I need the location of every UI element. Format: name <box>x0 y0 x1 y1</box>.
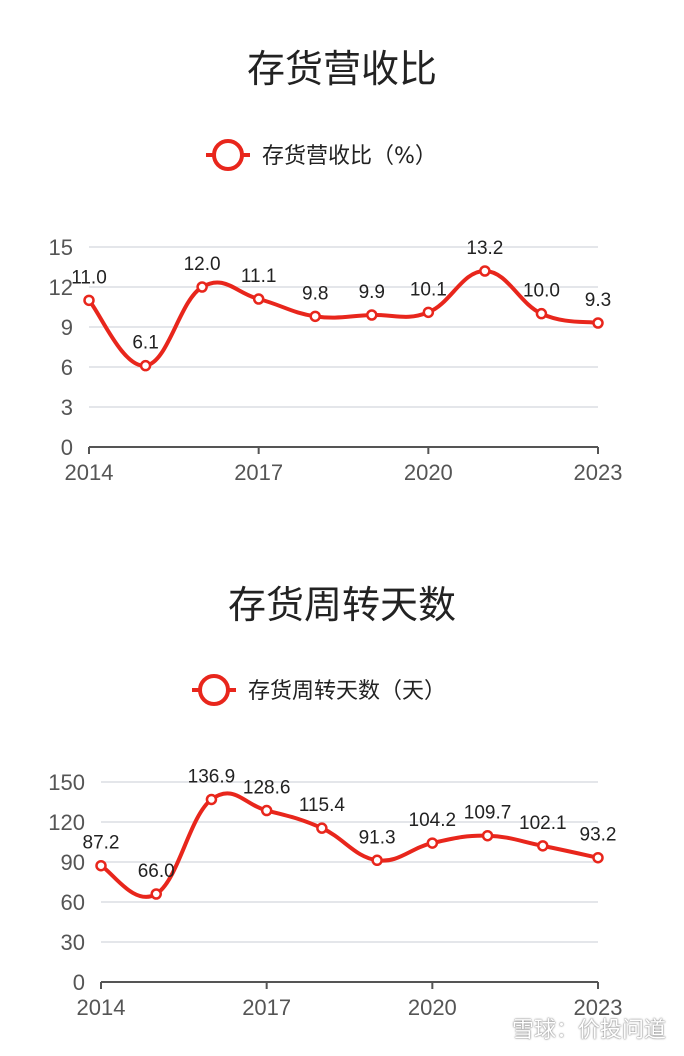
legend-label: 存货营收比（%） <box>262 144 437 169</box>
data-label: 10.0 <box>523 281 560 302</box>
data-point <box>316 822 328 834</box>
x-tick-label: 2014 <box>65 460 114 485</box>
data-label: 11.0 <box>71 267 107 288</box>
y-tick-label: 30 <box>61 930 85 955</box>
series-line <box>87 268 599 368</box>
legend: 存货周转天数（天） <box>192 674 446 706</box>
data-point <box>535 307 548 320</box>
legend-label: 存货周转天数（天） <box>248 679 446 704</box>
data-point <box>366 309 378 321</box>
data-label: 93.2 <box>580 825 617 846</box>
data-label: 11.1 <box>241 266 277 287</box>
data-point <box>481 829 494 842</box>
chart-title: 存货营收比 <box>246 47 437 91</box>
y-tick-label: 15 <box>49 235 73 260</box>
data-label: 13.2 <box>466 238 503 259</box>
data-point <box>196 281 208 293</box>
legend-marker <box>198 674 230 706</box>
y-tick-label: 0 <box>73 970 85 995</box>
y-tick-label: 60 <box>61 890 85 915</box>
data-point <box>592 851 604 864</box>
data-label: 104.2 <box>409 810 457 831</box>
data-point <box>260 804 273 817</box>
y-tick-label: 150 <box>48 770 85 795</box>
data-point <box>309 310 321 323</box>
data-point <box>422 306 435 319</box>
data-point <box>150 888 162 900</box>
data-point <box>95 859 107 872</box>
y-tick-label: 3 <box>61 395 73 420</box>
y-tick-label: 120 <box>48 810 85 835</box>
x-tick-label: 2017 <box>234 460 283 485</box>
data-point <box>83 294 95 307</box>
x-tick-label: 2017 <box>242 995 291 1020</box>
data-label: 102.1 <box>519 813 567 834</box>
y-tick-label: 9 <box>61 315 73 340</box>
data-label: 128.6 <box>243 778 291 799</box>
data-label: 91.3 <box>359 827 396 848</box>
legend: 存货营收比（%） <box>206 139 437 171</box>
data-label: 10.1 <box>410 279 447 300</box>
x-tick-label: 2023 <box>574 460 623 485</box>
x-tick-label: 2023 <box>574 995 623 1020</box>
x-tick-label: 2020 <box>408 995 457 1020</box>
data-label: 115.4 <box>299 795 346 816</box>
data-point <box>139 359 152 372</box>
legend-marker <box>212 139 244 171</box>
data-label: 136.9 <box>188 766 236 787</box>
x-tick-label: 2020 <box>404 460 453 485</box>
data-point <box>479 265 491 277</box>
series-line <box>99 791 599 899</box>
data-point <box>205 793 218 806</box>
data-label: 87.2 <box>83 833 120 854</box>
chart-title: 存货周转天数 <box>227 583 456 627</box>
y-tick-label: 6 <box>61 355 73 380</box>
data-point <box>537 840 549 852</box>
data-point <box>252 293 265 305</box>
data-label: 12.0 <box>184 254 221 275</box>
data-label: 66.0 <box>138 861 175 882</box>
data-point <box>371 854 383 867</box>
data-label: 9.3 <box>585 290 611 311</box>
y-tick-label: 0 <box>61 435 73 460</box>
watermark: 雪球：价投问道 <box>511 1017 666 1042</box>
data-label: 9.8 <box>302 283 328 304</box>
data-point <box>426 837 439 849</box>
inventory-revenue-ratio-chart: 存货营收比（%） 0 3 6 9 12 15 2014 2017 2020 2023 11.0 6.1 1… <box>49 139 623 485</box>
y-tick-label: 12 <box>49 275 73 300</box>
y-tick-label: 90 <box>61 850 85 875</box>
data-label: 9.9 <box>359 282 385 303</box>
x-tick-label: 2014 <box>77 995 126 1020</box>
data-label: 6.1 <box>132 333 158 354</box>
data-point <box>592 317 604 329</box>
data-label: 109.7 <box>464 803 512 824</box>
